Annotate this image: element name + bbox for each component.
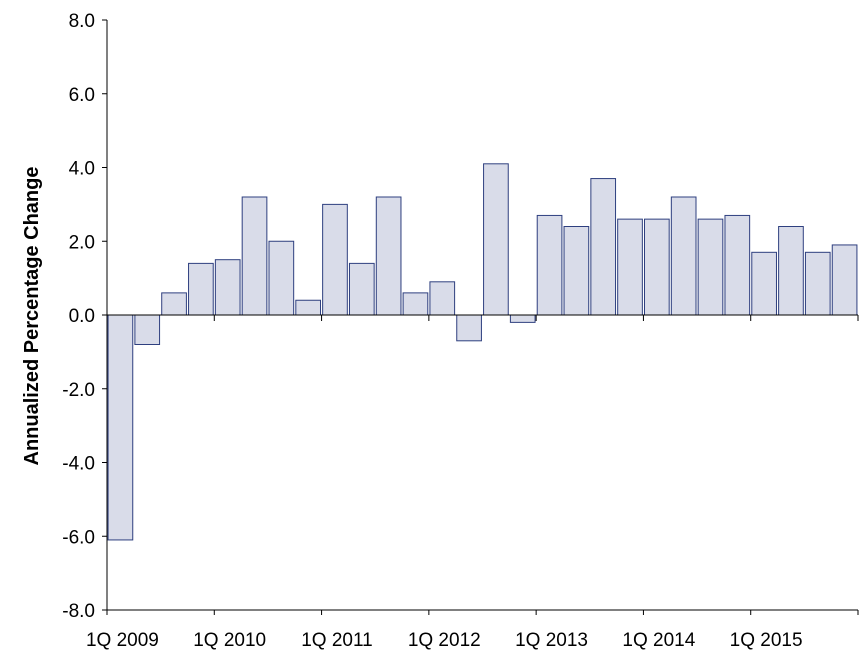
bar-3q-2014 [697,218,724,316]
bar-3q-2015 [804,251,831,316]
bar-1q-2011 [322,203,348,316]
bar-2q-2013 [563,226,590,316]
bar-2q-2015 [778,226,804,316]
bar-3q-2010 [268,240,295,316]
x-tick-label: 1Q 2013 [515,630,588,651]
bar-4q-2012 [509,314,536,323]
axes-group [102,19,859,615]
bar-2q-2014 [670,196,697,316]
y-axis-title: Annualized Percentage Change [21,167,43,466]
bars-group [107,163,858,541]
x-tick-label: 1Q 2012 [408,630,481,651]
bar-3q-2013 [590,178,617,316]
bar-4q-2015 [831,244,858,316]
y-tick-label: -4.0 [62,454,95,475]
bar-3q-2012 [483,163,509,316]
bar-3q-2009 [161,292,187,316]
y-tick-label: -8.0 [62,601,95,622]
labels-group: 8.0 6.0 4.0 2.0 0.0 -2.0 -4.0 -6.0 -8.0 1Q 2009 1Q… [62,11,802,651]
bar-2q-2012 [456,314,482,342]
x-tick-label: 1Q 2009 [86,630,159,651]
x-tick-label: 1Q 2011 [301,630,372,651]
bar-1q-2012 [429,281,456,316]
bar-1q-2010 [214,259,241,316]
y-tick-label: 4.0 [69,159,95,180]
y-tick-label: 2.0 [69,232,95,253]
y-tick-label: -2.0 [62,380,95,401]
y-tick-label: -6.0 [62,527,95,548]
bar-4q-2009 [188,262,214,316]
bar-1q-2013 [536,214,563,316]
bar-4q-2011 [402,292,429,316]
bar-3q-2011 [375,196,402,316]
bar-1q-2009 [107,314,134,541]
x-tick-label: 1Q 2010 [193,630,266,651]
bar-4q-2013 [617,218,643,316]
bar-1q-2014 [644,218,670,316]
bar-1q-2015 [751,251,777,316]
y-tick-label: 0.0 [69,306,95,327]
bar-2q-2009 [134,314,161,345]
x-tick-label: 1Q 2015 [730,630,803,651]
bar-2q-2011 [348,262,375,316]
bar-4q-2014 [724,214,751,316]
bar-4q-2010 [295,299,322,316]
x-tick-label: 1Q 2014 [622,630,695,651]
y-tick-label: 8.0 [69,11,95,32]
y-tick-label: 6.0 [69,85,95,106]
bar-2q-2010 [241,196,268,316]
